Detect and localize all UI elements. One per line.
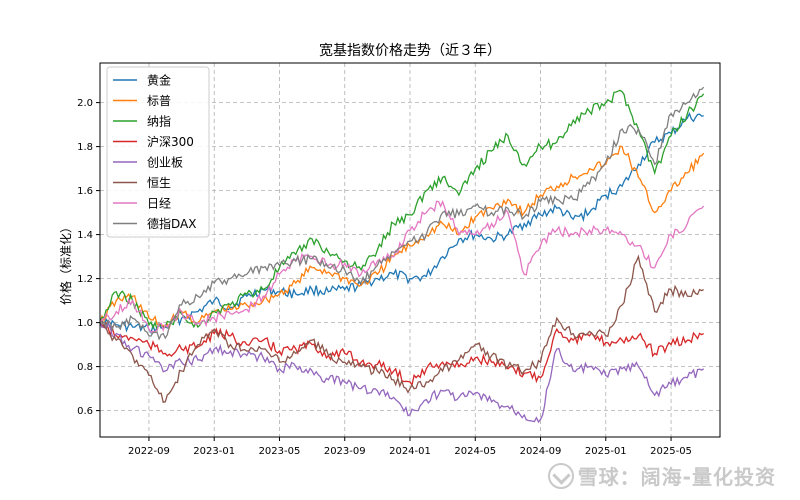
series-line-4	[99, 322, 705, 424]
x-tick-label: 2023-09	[324, 446, 366, 457]
legend-label: 德指DAX	[147, 216, 196, 231]
watermark-text: 雪球：阔海-量化投资	[577, 465, 776, 489]
legend-box	[106, 66, 210, 238]
legend-label: 沪深300	[147, 135, 194, 149]
y-tick-label: 1.6	[77, 186, 93, 197]
legend-label: 恒生	[147, 176, 171, 190]
legend-label: 日经	[147, 197, 171, 211]
series-lines	[99, 86, 705, 424]
snowball-logo-icon	[547, 463, 574, 489]
legend-label: 黄金	[147, 73, 171, 88]
y-tick-label: 1.2	[77, 274, 93, 285]
x-tick-label: 2024-01	[389, 446, 431, 457]
x-tick-label: 2025-01	[585, 446, 627, 457]
x-tick-label: 2025-05	[650, 446, 692, 457]
series-line-0	[99, 111, 704, 335]
y-tick-label: 1.8	[77, 142, 93, 153]
y-tick-label: 0.8	[77, 362, 93, 373]
legend-label: 标普	[147, 94, 171, 108]
legend-label: 纳指	[147, 114, 171, 129]
x-tick-label: 2023-01	[193, 446, 235, 457]
series-line-5	[99, 254, 704, 403]
x-tick-label: 2024-05	[454, 446, 496, 457]
y-tick-label: 1.4	[77, 230, 93, 241]
y-tick-label: 2.0	[77, 98, 93, 109]
axes: 2022-09 2023-01 2023-05 2023-09 2024-01 2024-…	[77, 98, 692, 457]
x-tick-label: 2023-05	[259, 446, 301, 457]
y-tick-label: 1.0	[77, 318, 93, 329]
x-tick-label: 2022-09	[128, 446, 170, 457]
chart-title: 宽基指数价格走势（近３年）	[319, 42, 501, 59]
watermark: 雪球：阔海-量化投资	[547, 461, 776, 490]
y-axis-label: 价格（标准化）	[58, 221, 73, 305]
legend-label: 创业板	[147, 156, 183, 170]
x-tick-label: 2024-09	[520, 446, 562, 457]
y-tick-label: 0.6	[77, 406, 93, 417]
series-line-7	[99, 86, 705, 341]
